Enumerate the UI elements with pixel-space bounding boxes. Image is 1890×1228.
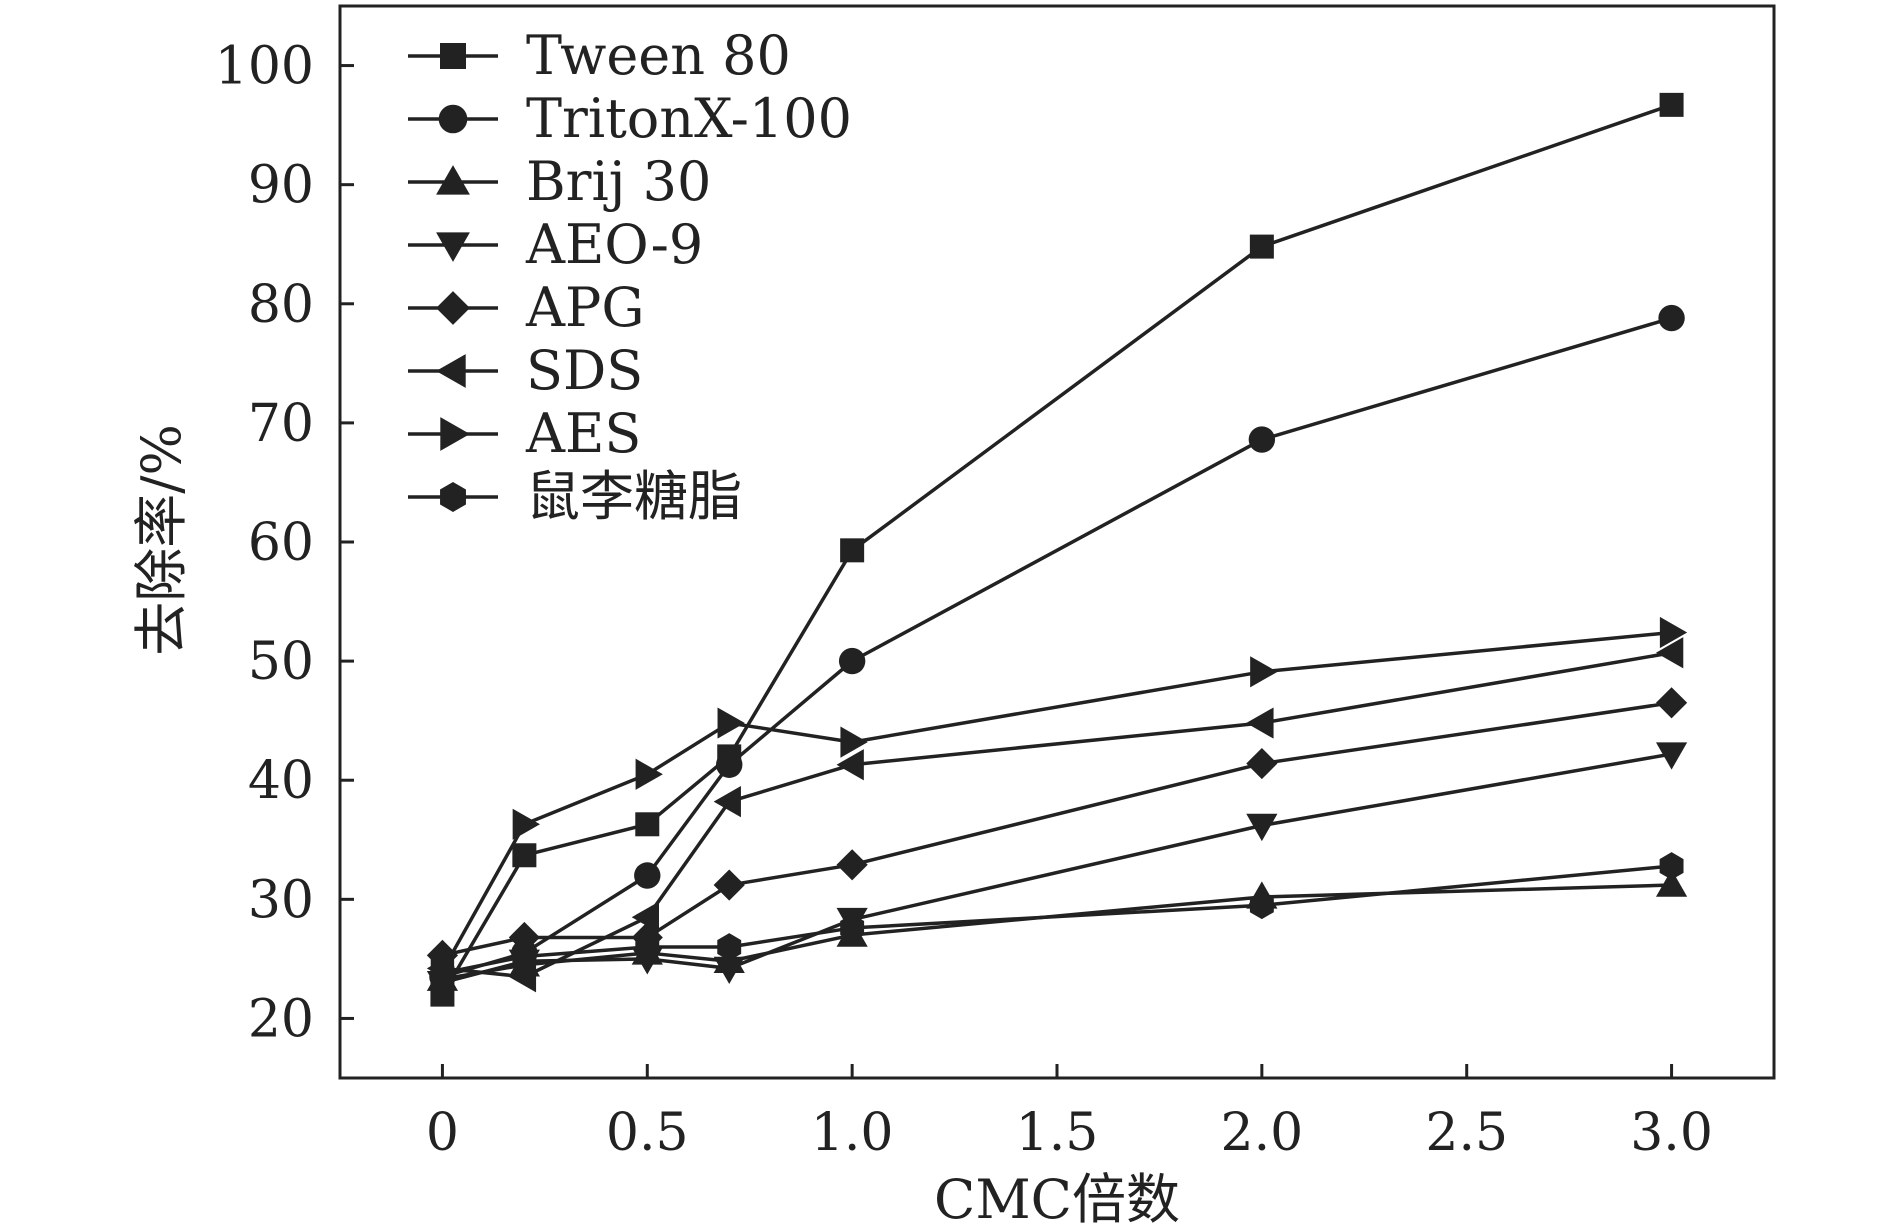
legend-item: Brij 30 bbox=[408, 150, 711, 213]
data-point bbox=[836, 849, 868, 881]
data-point bbox=[840, 726, 868, 758]
x-tick-label: 1.0 bbox=[811, 1103, 894, 1163]
legend-label: SDS bbox=[526, 339, 643, 402]
x-tick-label: 1.5 bbox=[1016, 1103, 1099, 1163]
legend-item: APG bbox=[408, 276, 644, 339]
x-axis-label: CMC倍数 bbox=[934, 1168, 1180, 1228]
y-tick-label: 100 bbox=[215, 37, 314, 97]
series-aeo-9 bbox=[426, 742, 1688, 999]
legend-label: Brij 30 bbox=[526, 150, 711, 213]
legend-item: SDS bbox=[408, 339, 643, 402]
x-tick-label: 2.5 bbox=[1425, 1103, 1508, 1163]
data-point bbox=[840, 538, 865, 563]
y-tick-label: 20 bbox=[248, 989, 314, 1049]
data-point bbox=[1246, 707, 1274, 739]
legend-marker bbox=[440, 417, 470, 451]
data-point bbox=[1659, 92, 1684, 117]
legend-item: Tween 80 bbox=[408, 24, 791, 87]
data-point bbox=[1655, 687, 1688, 719]
x-tick-label: 0.5 bbox=[606, 1103, 689, 1163]
legend-item: AEO-9 bbox=[408, 213, 703, 276]
series-layer bbox=[426, 92, 1688, 1007]
data-point bbox=[512, 843, 537, 868]
data-point bbox=[512, 942, 537, 971]
data-point bbox=[635, 933, 660, 961]
data-point bbox=[508, 921, 540, 954]
legend-marker bbox=[436, 354, 466, 388]
y-tick-label: 90 bbox=[248, 156, 314, 216]
y-axis-label: 去除率/% bbox=[130, 424, 193, 656]
y-tick-label: 60 bbox=[248, 513, 314, 573]
legend-item: 鼠李糖脂 bbox=[408, 465, 742, 528]
data-point bbox=[1250, 656, 1278, 688]
data-point bbox=[717, 933, 742, 961]
data-point bbox=[1248, 426, 1276, 453]
data-point bbox=[717, 707, 745, 739]
data-point bbox=[634, 862, 661, 889]
y-tick-label: 40 bbox=[248, 751, 314, 811]
y-tick-label: 70 bbox=[248, 394, 314, 454]
data-point bbox=[1659, 852, 1684, 880]
y-tick-label: 80 bbox=[248, 275, 314, 335]
x-tick-label: 0 bbox=[426, 1103, 459, 1163]
data-point bbox=[1658, 304, 1685, 332]
legend-label: 鼠李糖脂 bbox=[526, 465, 742, 528]
x-tick-label: 2.0 bbox=[1221, 1103, 1304, 1163]
data-point bbox=[1246, 747, 1278, 780]
y-axis: 20 30 40 50 60 70 80 90 100 bbox=[215, 37, 354, 1049]
data-point bbox=[713, 869, 745, 901]
legend-label: Tween 80 bbox=[526, 24, 791, 87]
series-line bbox=[442, 883, 1672, 981]
legend-marker bbox=[436, 291, 470, 325]
data-point bbox=[430, 959, 455, 987]
data-point bbox=[836, 749, 864, 781]
data-point bbox=[1655, 869, 1688, 897]
legend-item: AES bbox=[408, 402, 641, 465]
data-point bbox=[1659, 616, 1688, 649]
legend-item: TritonX-100 bbox=[408, 87, 852, 150]
data-point bbox=[508, 961, 537, 993]
series-apg bbox=[426, 687, 1688, 971]
series-brij-30 bbox=[426, 869, 1688, 991]
data-point bbox=[635, 812, 660, 837]
legend-marker bbox=[436, 165, 470, 195]
y-tick-label: 50 bbox=[248, 632, 314, 692]
data-point bbox=[512, 808, 540, 840]
data-point bbox=[838, 647, 866, 675]
x-axis: 0 0.5 1.0 1.5 2.0 2.5 3.0 bbox=[426, 1064, 1713, 1163]
data-point bbox=[1249, 234, 1274, 259]
data-point bbox=[1655, 637, 1684, 669]
series-line bbox=[442, 864, 1672, 975]
data-point bbox=[631, 901, 659, 933]
data-point bbox=[840, 914, 865, 942]
series-rhamnolipid bbox=[430, 852, 1684, 987]
legend-label: AES bbox=[525, 402, 641, 465]
legend-marker bbox=[440, 482, 466, 512]
legend-label: TritonX-100 bbox=[526, 87, 852, 150]
data-point bbox=[1249, 891, 1274, 920]
data-point bbox=[1246, 813, 1278, 842]
legend-label: AEO-9 bbox=[525, 213, 703, 276]
data-point bbox=[1655, 742, 1688, 770]
data-point bbox=[713, 786, 741, 818]
x-tick-label: 3.0 bbox=[1630, 1103, 1713, 1163]
data-point bbox=[635, 758, 663, 790]
legend-marker bbox=[436, 232, 470, 262]
legend-marker bbox=[438, 104, 468, 134]
legend-marker bbox=[440, 43, 466, 69]
legend-label: APG bbox=[525, 276, 644, 339]
y-tick-label: 30 bbox=[248, 870, 314, 930]
data-point bbox=[716, 751, 743, 778]
data-point bbox=[713, 956, 745, 985]
